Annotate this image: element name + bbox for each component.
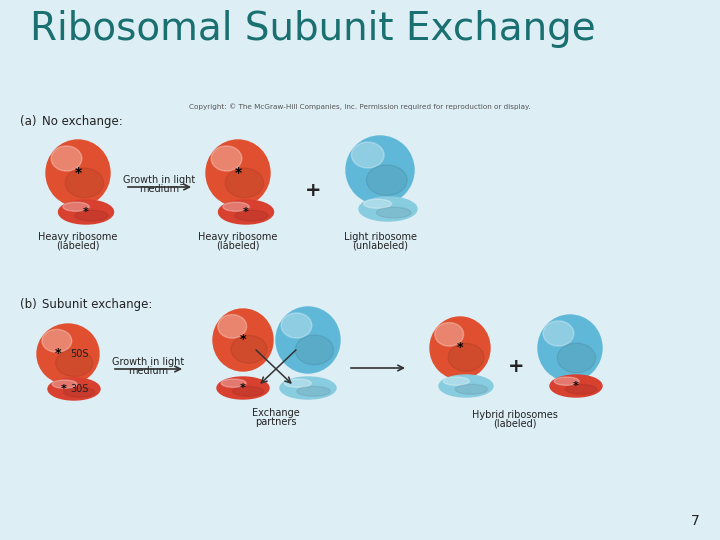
Ellipse shape — [213, 309, 273, 371]
Text: *: * — [240, 334, 246, 347]
Text: (b): (b) — [20, 298, 37, 311]
Text: (labeled): (labeled) — [493, 419, 536, 429]
Ellipse shape — [297, 386, 330, 396]
Text: Copyright: © The McGraw-Hill Companies, Inc. Permission required for reproductio: Copyright: © The McGraw-Hill Companies, … — [189, 103, 531, 110]
Ellipse shape — [235, 210, 268, 221]
Ellipse shape — [430, 317, 490, 379]
Ellipse shape — [284, 379, 311, 387]
Text: *: * — [74, 166, 81, 180]
Ellipse shape — [231, 335, 267, 363]
Ellipse shape — [225, 168, 264, 198]
Text: *: * — [61, 384, 67, 394]
Ellipse shape — [276, 307, 340, 373]
Text: Hybrid ribosomes: Hybrid ribosomes — [472, 410, 558, 420]
Text: (labeled): (labeled) — [56, 241, 100, 251]
Text: Heavy ribosome: Heavy ribosome — [38, 232, 117, 242]
Text: *: * — [456, 341, 463, 354]
Ellipse shape — [37, 324, 99, 384]
Text: Growth in light: Growth in light — [123, 175, 195, 185]
Ellipse shape — [233, 386, 264, 396]
Ellipse shape — [66, 168, 104, 198]
Ellipse shape — [63, 387, 95, 397]
Text: Ribosomal Subunit Exchange: Ribosomal Subunit Exchange — [30, 10, 595, 48]
Text: Heavy ribosome: Heavy ribosome — [198, 232, 278, 242]
Ellipse shape — [435, 322, 464, 346]
Text: Subunit exchange:: Subunit exchange: — [42, 298, 153, 311]
Ellipse shape — [52, 380, 77, 388]
Ellipse shape — [55, 349, 93, 376]
Ellipse shape — [48, 378, 100, 400]
Ellipse shape — [58, 200, 114, 224]
Text: (labeled): (labeled) — [216, 241, 260, 251]
Text: 7: 7 — [691, 514, 700, 528]
Text: partners: partners — [256, 417, 297, 427]
Ellipse shape — [223, 202, 249, 211]
Text: *: * — [243, 207, 249, 217]
Ellipse shape — [206, 140, 270, 206]
Ellipse shape — [377, 207, 411, 218]
Ellipse shape — [217, 377, 269, 399]
Ellipse shape — [455, 384, 487, 394]
Ellipse shape — [439, 375, 493, 397]
Text: *: * — [55, 348, 61, 361]
Ellipse shape — [281, 313, 312, 338]
Ellipse shape — [351, 142, 384, 168]
Text: *: * — [573, 381, 579, 391]
Ellipse shape — [46, 140, 110, 206]
Ellipse shape — [364, 199, 392, 208]
Text: *: * — [240, 383, 246, 393]
Ellipse shape — [566, 384, 597, 394]
Text: 30S: 30S — [70, 384, 89, 394]
Ellipse shape — [63, 202, 89, 211]
Text: (a): (a) — [20, 115, 37, 128]
Ellipse shape — [557, 343, 595, 373]
Ellipse shape — [359, 197, 417, 221]
Ellipse shape — [538, 315, 602, 381]
Text: +: + — [508, 356, 524, 375]
Ellipse shape — [211, 146, 242, 171]
Ellipse shape — [366, 165, 408, 195]
Text: *: * — [235, 166, 242, 180]
Ellipse shape — [550, 375, 602, 397]
Ellipse shape — [42, 329, 72, 352]
Ellipse shape — [280, 377, 336, 399]
Ellipse shape — [346, 136, 414, 204]
Ellipse shape — [75, 210, 108, 221]
Ellipse shape — [448, 343, 484, 372]
Text: Light ribosome: Light ribosome — [343, 232, 416, 242]
Ellipse shape — [444, 377, 469, 386]
Text: Growth in light: Growth in light — [112, 357, 184, 367]
Ellipse shape — [51, 146, 82, 171]
Text: *: * — [83, 207, 89, 217]
Text: (unlabeled): (unlabeled) — [352, 241, 408, 251]
Text: 50S: 50S — [70, 349, 89, 359]
Ellipse shape — [554, 377, 579, 386]
Text: +: + — [305, 180, 321, 199]
Ellipse shape — [295, 335, 333, 365]
Text: medium: medium — [128, 366, 168, 376]
Ellipse shape — [218, 200, 274, 224]
Ellipse shape — [543, 321, 574, 346]
Text: medium: medium — [139, 184, 179, 194]
Text: No exchange:: No exchange: — [42, 115, 122, 128]
Ellipse shape — [217, 315, 246, 338]
Text: Exchange: Exchange — [252, 408, 300, 418]
Ellipse shape — [221, 379, 246, 387]
